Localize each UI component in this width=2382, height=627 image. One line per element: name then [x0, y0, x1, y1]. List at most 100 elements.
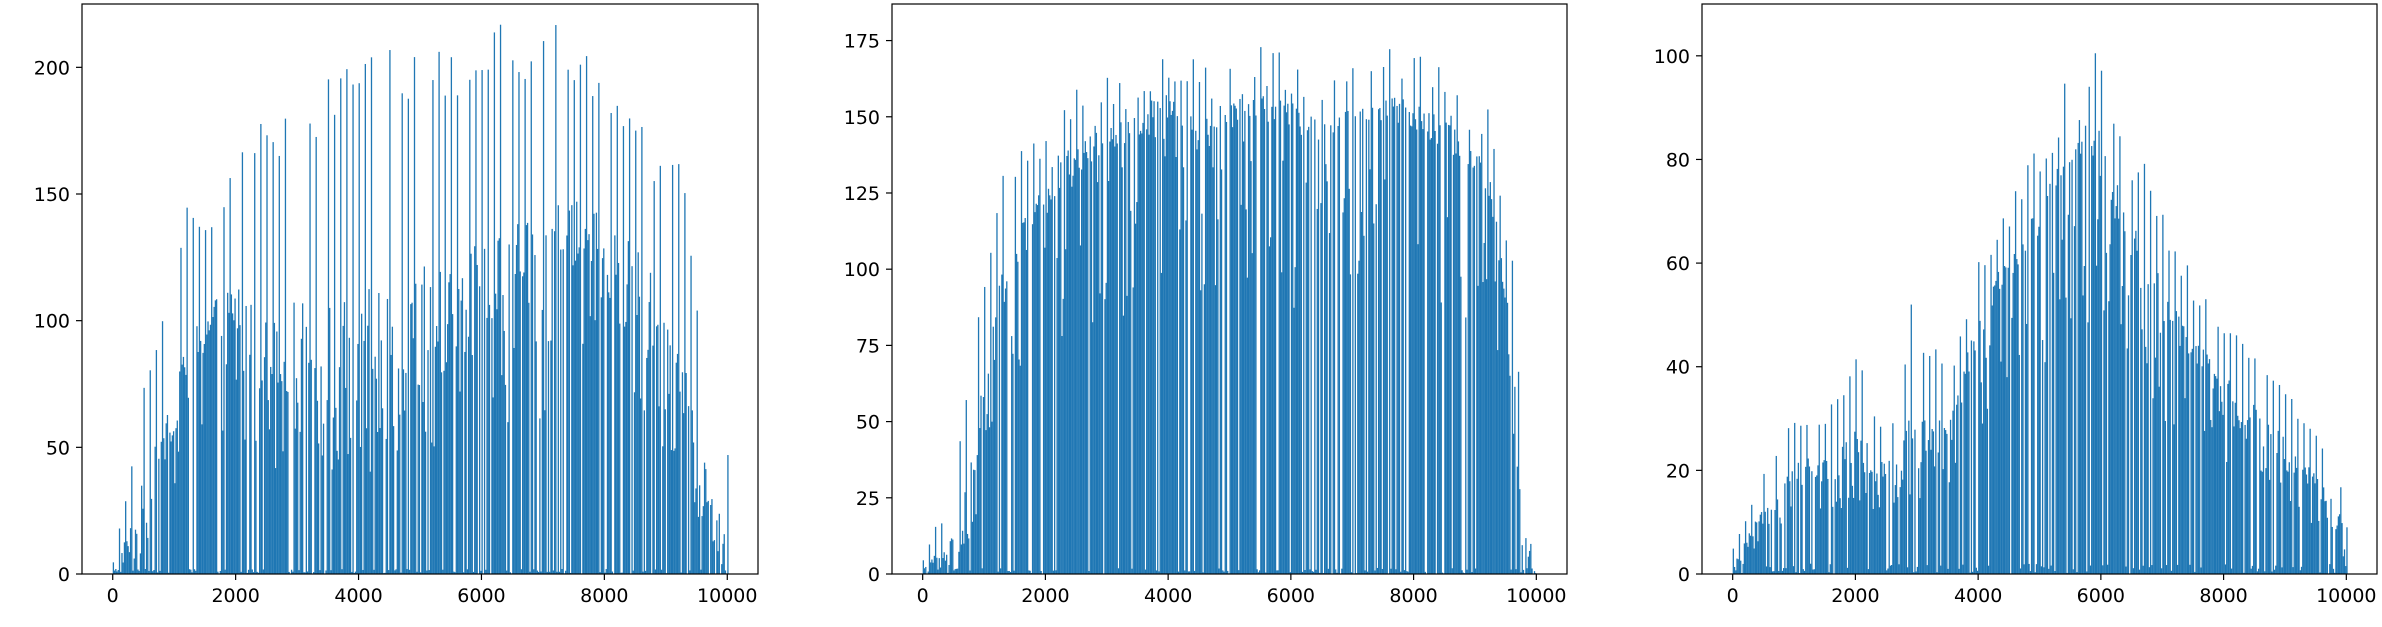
bar	[394, 570, 396, 574]
bar	[1150, 100, 1153, 574]
bar	[424, 431, 427, 574]
bar	[995, 317, 997, 574]
bar	[1495, 221, 1498, 575]
bar	[2310, 522, 2313, 574]
bar	[1875, 481, 1877, 574]
bar	[528, 302, 530, 574]
bar	[186, 207, 188, 574]
bar	[1168, 77, 1170, 574]
bar	[354, 571, 357, 574]
bar	[2253, 404, 2255, 574]
bar	[2336, 525, 2338, 574]
bar	[319, 570, 321, 574]
bar	[1398, 103, 1401, 575]
bar	[1937, 452, 1939, 574]
bar	[1321, 99, 1323, 574]
bar	[1110, 128, 1112, 574]
bar	[1179, 229, 1181, 574]
bar	[1068, 174, 1071, 575]
bar	[464, 351, 466, 574]
y-tick-label: 100	[844, 259, 880, 281]
bar	[1370, 71, 1372, 574]
bar	[1932, 431, 1935, 574]
bar	[1293, 307, 1295, 574]
bar	[281, 381, 283, 574]
bar	[579, 64, 582, 575]
bar	[416, 571, 418, 574]
bar	[1422, 129, 1424, 574]
bar	[2095, 265, 2098, 574]
bar	[2115, 206, 2117, 574]
bar	[1142, 122, 1144, 574]
bar	[1202, 572, 1204, 574]
bar	[2041, 340, 2044, 574]
bar	[996, 213, 998, 574]
bar	[1078, 167, 1080, 574]
bar	[2244, 424, 2246, 574]
bar	[1220, 169, 1223, 574]
bar	[1525, 538, 1527, 574]
bar	[712, 541, 714, 574]
bar	[2148, 567, 2151, 574]
bar	[1445, 122, 1447, 574]
bar	[1467, 164, 1469, 575]
bar	[469, 79, 471, 574]
bar	[1326, 181, 1328, 574]
bar	[2320, 499, 2322, 574]
y-tick-label: 80	[1666, 149, 1690, 171]
bar	[1884, 473, 1887, 574]
y-tick-label: 100	[34, 311, 70, 333]
bar	[2249, 417, 2251, 574]
bar	[437, 341, 439, 574]
bar	[949, 541, 951, 574]
bar	[1282, 160, 1284, 574]
bar	[2097, 219, 2099, 574]
bar	[256, 571, 258, 574]
bar	[351, 571, 353, 574]
bar	[691, 410, 693, 574]
bar	[2086, 571, 2088, 574]
bar	[128, 552, 131, 574]
bar	[1891, 565, 1893, 574]
bar	[2078, 120, 2081, 575]
bar	[1489, 182, 1491, 574]
bar	[952, 539, 954, 574]
bar	[180, 247, 182, 574]
bar	[388, 570, 390, 574]
bar	[1499, 195, 1501, 574]
bar	[973, 469, 975, 574]
bar	[1393, 97, 1396, 575]
bar	[2207, 363, 2209, 574]
bar	[552, 570, 555, 574]
bar	[2082, 295, 2084, 574]
bar	[603, 248, 605, 574]
bar	[422, 402, 424, 574]
bar	[2234, 402, 2236, 574]
bar	[2000, 361, 2002, 574]
bar	[163, 438, 165, 574]
bar	[1778, 570, 1780, 574]
bar	[444, 95, 446, 574]
bar	[2304, 467, 2306, 574]
bar	[379, 428, 381, 574]
bar	[2104, 156, 2106, 574]
bar	[1011, 336, 1013, 574]
bar	[660, 569, 663, 574]
bar	[1249, 115, 1251, 574]
bar	[370, 57, 373, 574]
bar	[493, 32, 496, 575]
bar	[550, 340, 552, 574]
x-tick-label: 8000	[1389, 585, 1437, 607]
bar	[390, 354, 392, 574]
bar	[1984, 265, 1986, 574]
x-tick-label: 4000	[1144, 585, 1192, 607]
bar	[1954, 462, 1957, 574]
bar	[2089, 565, 2092, 574]
bar	[659, 165, 661, 574]
bar	[1921, 421, 1923, 574]
bar	[2188, 353, 2190, 574]
bar	[170, 441, 172, 574]
bar	[1117, 568, 1120, 574]
bar	[1490, 199, 1493, 574]
bar	[356, 400, 358, 574]
